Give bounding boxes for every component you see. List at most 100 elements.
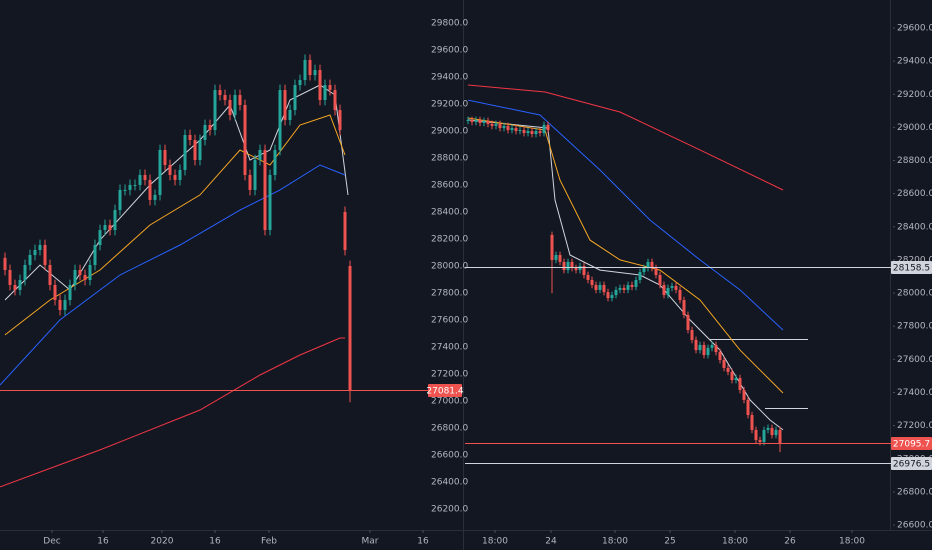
x-tick-label: 18:00 [482,537,508,547]
candle-body [298,80,302,86]
y-tick-label: 27600.0 [897,355,932,365]
price-label-box [891,437,932,450]
y-tick-label: 29400.0 [897,57,932,67]
y-tick-label: 28800.0 [897,156,932,166]
y-tick-label: 27800.0 [431,288,468,298]
candle-body [328,85,332,91]
candle-body [28,255,32,265]
candle-body [143,174,147,180]
y-tick-label: 29600.0 [431,45,468,55]
y-tick-label: 27200.0 [897,421,932,431]
y-tick-label: 28600.0 [897,189,932,199]
candle-body [333,90,337,111]
candle-body [650,261,654,269]
moving-average [467,119,784,431]
candle-body [258,149,262,160]
candle-body [73,269,77,285]
candle-body [754,429,758,441]
candle-body [313,70,317,76]
candle-body [710,344,714,348]
candle-body [48,265,52,285]
candle-body [726,367,730,372]
candle-body [243,105,247,175]
candle-body [466,119,470,121]
candle-body [68,284,72,300]
candle-body [614,289,618,296]
price-label-box [891,457,932,470]
x-tick-label: Feb [261,537,277,547]
candle-body [343,211,347,251]
candle-body [630,284,634,287]
moving-average [467,117,784,394]
candle-body [542,124,546,134]
x-tick-label: 16 [209,537,221,547]
candle-body [590,279,594,285]
candle-body [774,429,778,436]
candle-body [706,347,710,356]
y-tick-label: 29800.0 [431,18,468,28]
candle-body [538,131,542,134]
candle-body [582,266,586,276]
candle-body [168,164,172,175]
candle-body [742,390,746,400]
candle-body [654,268,658,276]
y-tick-label: 27600.0 [431,315,468,325]
candle-body [562,261,566,271]
candle-body [198,139,202,160]
candle-body [38,245,42,251]
candle-body [554,254,558,260]
candle-body [474,119,478,122]
y-tick-label: 28000.0 [897,289,932,299]
candle-body [666,287,670,296]
candle-body [486,120,490,124]
candle-body [698,344,702,351]
candle-body [598,284,602,290]
candle-body [658,275,662,285]
candle-body [470,119,474,122]
candle-body [118,189,122,211]
candle-body [148,179,152,200]
candle-body [550,234,554,260]
candle-body [233,95,237,116]
candle-body [123,189,127,191]
candle-body [103,225,107,231]
candle-body [113,210,117,231]
candle-body [634,279,638,287]
candle-body [682,300,686,315]
candle-body [638,272,642,280]
candle-body [8,269,12,285]
candle-body [13,284,17,290]
candle-body [622,287,626,290]
x-tick-label: Dec [43,537,60,547]
candle-body [522,130,526,134]
candle-body [534,131,538,135]
candle-body [263,149,267,231]
candle-body [606,292,610,299]
candle-body [238,95,242,106]
candle-body [750,415,754,430]
candle-body [762,429,766,443]
moving-average [0,164,346,386]
candle-body [308,59,312,76]
candle-body [203,125,207,140]
candle-body [758,440,762,443]
candle-body [510,128,514,131]
candle-body [574,268,578,271]
candle-body [746,399,750,416]
candle-body [602,284,606,293]
candle-body [494,123,498,126]
candle-body [722,360,726,368]
candle-body [348,265,352,391]
candle-body [610,295,614,299]
candle-body [738,378,742,391]
candle-body [288,110,292,121]
candle-body [188,134,192,140]
y-tick-label: 27000.0 [431,396,468,406]
candle-body [626,284,630,290]
candle-body [323,85,327,101]
candle-body [303,59,307,81]
price-label: 27095.7 [893,440,930,450]
candle-body [546,124,550,131]
candle-body [278,90,282,150]
y-tick-label: 26800.0 [897,487,932,497]
